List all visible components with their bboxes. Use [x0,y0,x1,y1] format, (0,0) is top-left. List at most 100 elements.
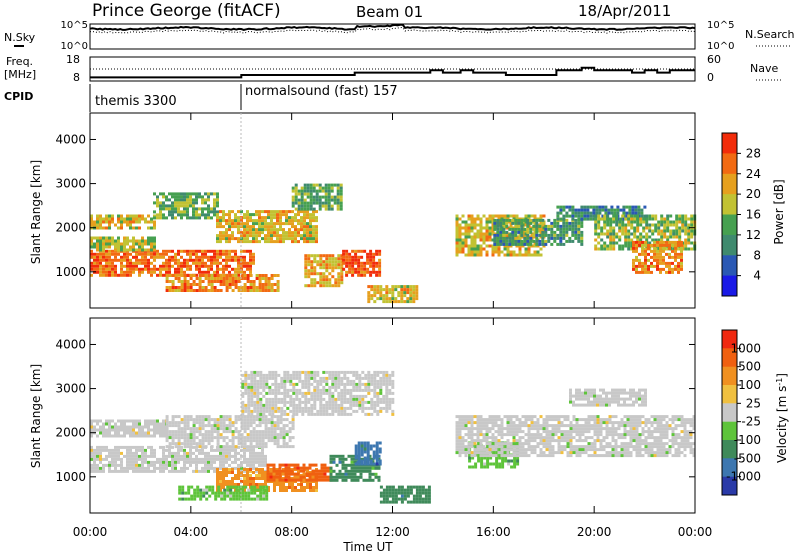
vel-echo-cell [105,428,108,432]
power-echo-cell [562,236,566,240]
vel-echo-cell [375,456,379,460]
power-echo-cell [312,189,316,193]
power-echo-cell [662,267,665,271]
power-echo-cell [114,223,117,227]
power-echo-cell [213,198,216,202]
vel-echo-cell [220,491,224,495]
power-echo-cell [556,236,560,240]
vel-echo-cell [211,488,215,492]
power-echo-cell [479,238,483,242]
power-echo-cell [90,252,93,256]
vel-echo-cell [329,478,333,482]
power-echo-cell [559,211,563,215]
power-echo-cell [479,235,483,239]
power-echo-cell [310,266,314,270]
power-echo-cell [665,243,668,247]
power-echo-cell [624,238,628,242]
vel-echo-cell [521,436,525,440]
power-echo-cell [126,255,129,259]
power-echo-cell [105,249,108,253]
vel-echo-cell [219,474,222,477]
vel-echo-cell [190,485,194,489]
vel-echo-cell [238,488,242,492]
power-echo-cell [174,267,177,271]
power-echo-cell [243,264,246,268]
power-echo-cell [246,240,249,244]
power-echo-cell [455,238,459,242]
vel-echo-cell [285,430,289,434]
vel-echo-cell [455,427,459,431]
vel-echo-cell [375,447,379,451]
power-echo-cell [499,233,503,237]
vel-echo-cell [503,448,507,452]
power-echo-cell [93,258,96,262]
vel-echo-cell [578,451,582,455]
power-echo-cell [497,247,501,251]
power-echo-cell [600,229,604,233]
power-echo-cell [192,280,196,283]
vel-echo-cell [114,425,117,429]
vel-echo-cell [285,445,289,449]
vel-echo-cell [225,468,228,471]
power-echo-cell [96,217,99,221]
power-echo-cell [303,189,307,193]
vel-echo-cell [222,418,226,422]
power-echo-cell [138,217,141,221]
power-echo-cell [324,189,328,193]
vel-echo-cell [183,439,187,443]
power-echo-cell [325,275,329,279]
power-echo-cell [322,284,326,288]
power-echo-cell [488,232,492,236]
vel-echo-cell [126,445,129,449]
vel-echo-cell [195,421,199,425]
vel-echo-cell [237,433,241,437]
vel-echo-cell [162,469,165,473]
power-echo-cell [391,297,395,301]
vel-echo-cell [512,445,516,449]
power-echo-cell [249,213,252,217]
power-echo-cell [282,231,285,235]
power-echo-cell [497,253,501,257]
power-echo-cell [482,247,486,251]
vel-echo-cell [291,483,294,486]
power-echo-cell [415,297,419,301]
vel-echo-cell [542,418,546,422]
vel-echo-cell [249,477,252,480]
power-echo-cell [642,217,646,221]
vel-echo-cell [530,451,534,455]
power-echo-cell [541,239,545,243]
power-echo-cell [606,214,610,218]
power-echo-cell [156,195,159,199]
power-echo-cell [464,226,468,230]
power-echo-cell [141,214,144,218]
power-echo-cell [612,226,616,230]
power-echo-cell [671,240,674,244]
vel-echo-cell [192,424,196,428]
power-echo-cell [141,236,144,240]
power-echo-cell [225,213,228,217]
power-echo-cell [643,205,647,209]
power-echo-cell [186,207,189,211]
vel-echo-cell [249,474,252,477]
vel-echo-cell [378,459,382,463]
power-echo-cell [493,224,497,228]
vel-echo-cell [366,450,370,454]
vel-echo-cell [219,427,223,431]
power-echo-cell [508,233,512,237]
power-echo-cell [249,255,252,259]
vel-echo-cell [491,421,495,425]
power-echo-cell [527,214,531,218]
vel-echo-cell [178,491,182,495]
power-echo-cell [644,270,647,274]
power-echo-cell [630,223,634,227]
power-echo-cell [508,227,512,231]
power-echo-cell [204,255,207,259]
vel-echo-cell [222,460,225,464]
power-echo-cell [328,281,332,285]
power-echo-cell [610,211,614,215]
vel-echo-cell [243,436,247,440]
vel-echo-cell [536,427,540,431]
power-echo-cell [503,223,507,227]
vel-echo-cell [111,454,114,458]
vel-echo-cell [273,483,276,486]
